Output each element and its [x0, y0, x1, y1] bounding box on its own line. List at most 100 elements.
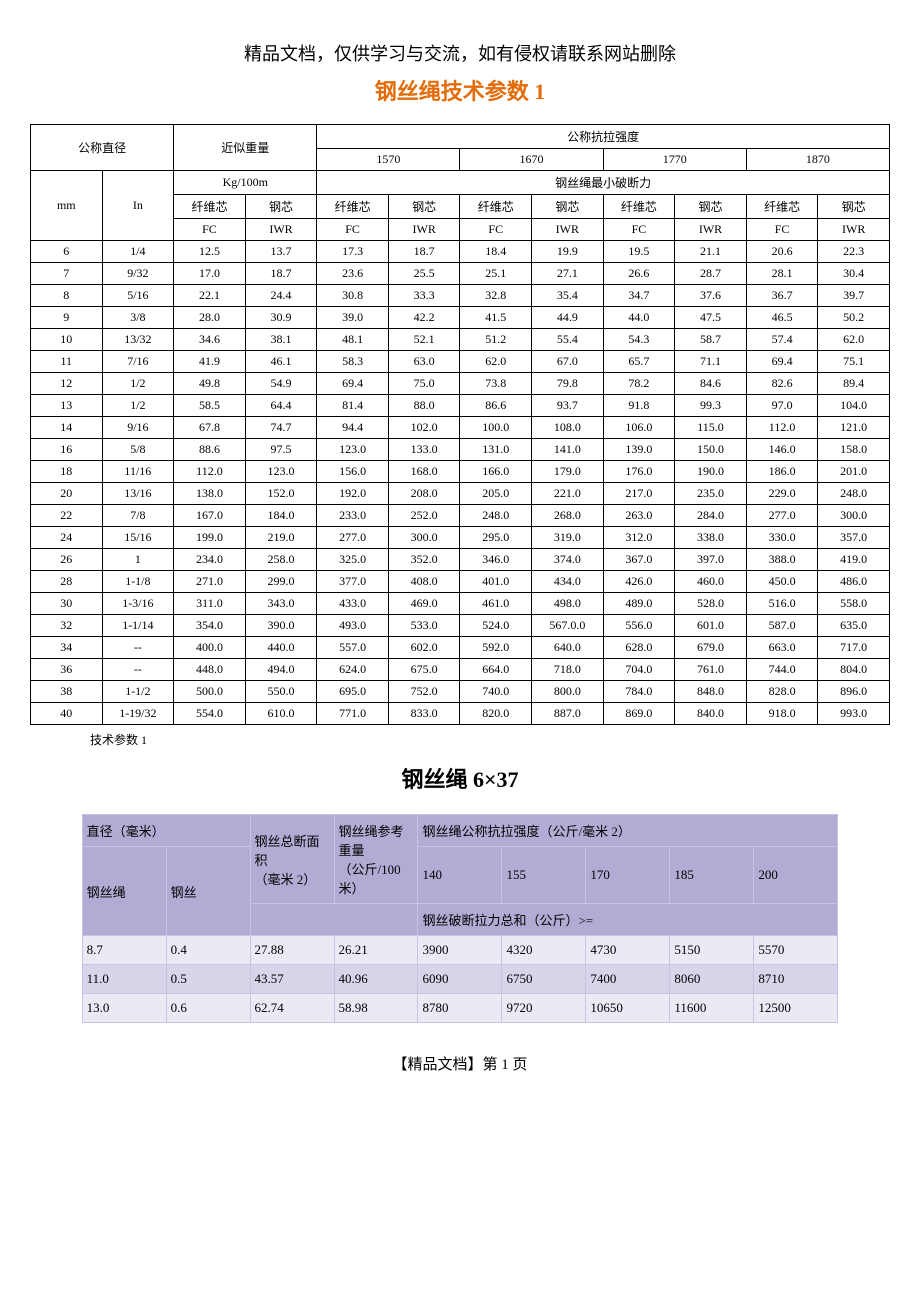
table-cell: 39.7 — [818, 285, 890, 307]
table-cell: 57.4 — [746, 329, 818, 351]
table-cell: 533.0 — [388, 615, 460, 637]
table-cell: 74.7 — [245, 417, 317, 439]
table-cell: 19.9 — [532, 241, 604, 263]
table-row: 117/1641.946.158.363.062.067.065.771.169… — [31, 351, 890, 373]
table-cell: 30.4 — [818, 263, 890, 285]
th-w-iwr: IWR — [245, 219, 317, 241]
table-cell: 63.0 — [388, 351, 460, 373]
table-cell: 64.4 — [245, 395, 317, 417]
table-cell: 20.6 — [746, 241, 818, 263]
table-cell: 10 — [31, 329, 103, 351]
table-cell: 18.4 — [460, 241, 532, 263]
th-1670-fiber: 纤维芯 — [460, 195, 532, 219]
table-row: 36--448.0494.0624.0675.0664.0718.0704.07… — [31, 659, 890, 681]
table-cell: 4730 — [586, 936, 670, 965]
table-cell: 133.0 — [388, 439, 460, 461]
table-cell: 401.0 — [460, 571, 532, 593]
table-cell: 397.0 — [675, 549, 747, 571]
table-cell: 554.0 — [174, 703, 246, 725]
table-cell: 58.3 — [317, 351, 389, 373]
th-1870-steel: 钢芯 — [818, 195, 890, 219]
table-cell: 10650 — [586, 994, 670, 1023]
table-cell: 179.0 — [532, 461, 604, 483]
table-cell: 186.0 — [746, 461, 818, 483]
table-cell: 69.4 — [746, 351, 818, 373]
table-cell: 610.0 — [245, 703, 317, 725]
table-cell: 229.0 — [746, 483, 818, 505]
th2-ref-weight: 钢丝绳参考重量 （公斤/100 米） — [334, 815, 418, 904]
table-cell: 192.0 — [317, 483, 389, 505]
table-cell: 152.0 — [245, 483, 317, 505]
table-cell: 13.0 — [82, 994, 166, 1023]
table-cell: 800.0 — [532, 681, 604, 703]
table-cell: 3/8 — [102, 307, 174, 329]
table-cell: 48.1 — [317, 329, 389, 351]
table-cell: 100.0 — [460, 417, 532, 439]
table-cell: 7/16 — [102, 351, 174, 373]
table-cell: 461.0 — [460, 593, 532, 615]
th2-total-area-label: 钢丝总断面积 — [255, 834, 320, 868]
table-cell: 8.7 — [82, 936, 166, 965]
table-cell: 357.0 — [818, 527, 890, 549]
table-cell: 39.0 — [317, 307, 389, 329]
th-1770-iwr: IWR — [675, 219, 747, 241]
th-1770-fc: FC — [603, 219, 675, 241]
table-cell: 26 — [31, 549, 103, 571]
table-cell: 592.0 — [460, 637, 532, 659]
table-cell: 258.0 — [245, 549, 317, 571]
table-cell: -- — [102, 637, 174, 659]
table-cell: 11.0 — [82, 965, 166, 994]
table-cell: 300.0 — [388, 527, 460, 549]
table-cell: 6 — [31, 241, 103, 263]
table-cell: 8780 — [418, 994, 502, 1023]
table-cell: 804.0 — [818, 659, 890, 681]
table-cell: 141.0 — [532, 439, 604, 461]
table-row: 8.70.427.8826.2139004320473051505570 — [82, 936, 838, 965]
table-cell: 115.0 — [675, 417, 747, 439]
th-1870: 1870 — [746, 149, 889, 171]
th-approx-weight: 近似重量 — [174, 125, 317, 171]
table-cell: 9/16 — [102, 417, 174, 439]
table-cell: 67.0 — [532, 351, 604, 373]
table-cell: 93.7 — [532, 395, 604, 417]
table-cell: 354.0 — [174, 615, 246, 637]
table-cell: 15/16 — [102, 527, 174, 549]
table-cell: 17.0 — [174, 263, 246, 285]
table-row: 1811/16112.0123.0156.0168.0166.0179.0176… — [31, 461, 890, 483]
table-cell: 528.0 — [675, 593, 747, 615]
table-cell: 5/16 — [102, 285, 174, 307]
table-cell: 24.4 — [245, 285, 317, 307]
table-cell: 38 — [31, 681, 103, 703]
table-cell: 0.4 — [166, 936, 250, 965]
table-cell: 176.0 — [603, 461, 675, 483]
table-cell: 284.0 — [675, 505, 747, 527]
table-cell: 718.0 — [532, 659, 604, 681]
table-cell: 44.9 — [532, 307, 604, 329]
table-cell: 390.0 — [245, 615, 317, 637]
table-cell: 235.0 — [675, 483, 747, 505]
th-1670-iwr: IWR — [532, 219, 604, 241]
table-cell: 3900 — [418, 936, 502, 965]
table-cell: 23.6 — [317, 263, 389, 285]
table-row: 121/249.854.969.475.073.879.878.284.682.… — [31, 373, 890, 395]
table-cell: 833.0 — [388, 703, 460, 725]
th-1870-iwr: IWR — [818, 219, 890, 241]
table-cell: 94.4 — [317, 417, 389, 439]
table-cell: 1-1/8 — [102, 571, 174, 593]
th2-diameter: 直径（毫米） — [82, 815, 250, 847]
table-2-head: 直径（毫米） 钢丝总断面积 （毫米 2） 钢丝绳参考重量 （公斤/100 米） … — [82, 815, 838, 936]
table-cell: 325.0 — [317, 549, 389, 571]
table-cell: 271.0 — [174, 571, 246, 593]
table-cell: 33.3 — [388, 285, 460, 307]
table-cell: 558.0 — [818, 593, 890, 615]
table-cell: 58.5 — [174, 395, 246, 417]
table-cell: 30.8 — [317, 285, 389, 307]
table-cell: 516.0 — [746, 593, 818, 615]
th-1770-steel: 钢芯 — [675, 195, 747, 219]
table-cell: 201.0 — [818, 461, 890, 483]
table-cell: 26.6 — [603, 263, 675, 285]
table-cell: 55.4 — [532, 329, 604, 351]
table-cell: 131.0 — [460, 439, 532, 461]
table-cell: 42.2 — [388, 307, 460, 329]
table-cell: 108.0 — [532, 417, 604, 439]
